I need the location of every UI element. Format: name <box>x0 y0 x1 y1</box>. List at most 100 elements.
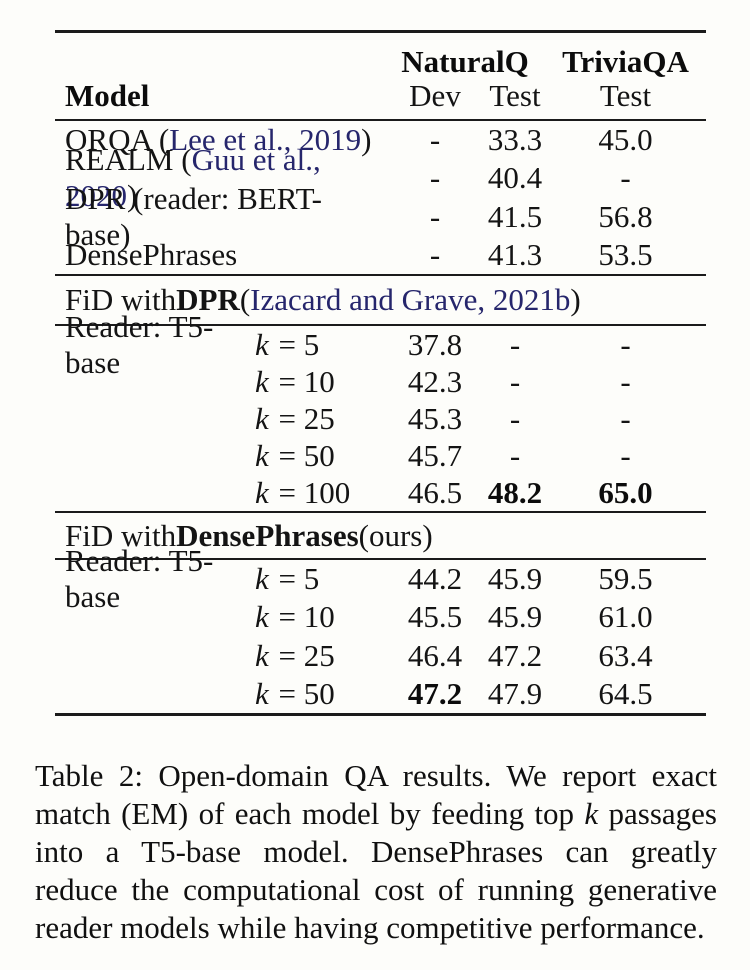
cell-dev: 42.3 <box>407 363 463 399</box>
k-value: 100 <box>303 474 351 510</box>
model-cell: REALM (Guu et al., 2020) <box>55 142 385 214</box>
equals-sign: = <box>278 675 296 711</box>
equals-sign: = <box>278 561 296 597</box>
section-title-text: ( <box>239 282 251 317</box>
equals-sign: = <box>278 637 296 673</box>
caption-k-symbol: k <box>584 796 599 831</box>
k-setting: k = 10 <box>255 364 385 400</box>
section-header-fid-densephrases: FiD with DensePhrases (ours) <box>55 513 706 558</box>
cell-test-triviaqa: 45.0 <box>598 122 653 158</box>
k-setting: k = 50 <box>255 676 385 712</box>
model-name-suffix: ) <box>361 122 372 158</box>
cell-test-naturalq: 41.3 <box>487 236 543 272</box>
cell-test-naturalq: - <box>509 363 521 399</box>
k-setting: k = 100 <box>255 475 385 511</box>
table-header-datasets: NaturalQ TriviaQA <box>55 33 706 81</box>
header-test-naturalq: Test <box>489 78 541 113</box>
k-symbol: k <box>255 437 269 473</box>
section-title-text: (ours) <box>358 517 433 553</box>
baselines-block: ORQA (Lee et al., 2019) - 33.3 45.0 REAL… <box>55 121 706 274</box>
k-value: 50 <box>303 675 335 711</box>
equals-sign: = <box>278 400 296 436</box>
fid-dpr-block: Reader: T5-base k = 5 37.8 - - k = 10 42… <box>55 309 706 511</box>
model-name-suffix: ) <box>127 178 138 214</box>
cell-dev: - <box>429 160 441 196</box>
cell-dev: 45.3 <box>407 400 463 436</box>
cell-test-triviaqa: 56.8 <box>598 198 653 234</box>
table-rule <box>55 558 706 560</box>
header-dev: Dev <box>409 78 461 113</box>
table-row-k100: k = 100 46.5 48.2 65.0 <box>55 474 706 511</box>
section-title-text: FiD with <box>65 282 177 317</box>
table-rule <box>55 119 706 121</box>
model-cell: DPR (reader: BERT-base) <box>55 181 385 253</box>
table-row-k25: k = 25 45.3 - - <box>55 400 706 437</box>
fid-densephrases-block: Reader: T5-base k = 5 44.2 45.9 59.5 k =… <box>55 543 706 713</box>
table-row-k50: k = 50 45.7 - - <box>55 437 706 474</box>
cell-test-naturalq: 40.4 <box>487 160 543 196</box>
cell-dev: 37.8 <box>407 326 463 362</box>
citation-link[interactable]: Lee et al., 2019 <box>169 122 362 158</box>
k-value: 5 <box>303 561 320 597</box>
table-row-densephrases: DensePhrases - 41.3 53.5 <box>55 236 706 274</box>
cell-test-triviaqa: 53.5 <box>598 236 653 272</box>
citation-link[interactable]: Guu et al., 2020 <box>65 142 321 214</box>
table-row-orqa: ORQA (Lee et al., 2019) - 33.3 45.0 <box>55 121 706 159</box>
model-cell: ORQA (Lee et al., 2019) <box>55 122 385 158</box>
table-caption: Table 2: Open-domain QA results. We repo… <box>35 757 717 947</box>
table-row-k10: k = 10 45.5 45.9 61.0 <box>55 598 706 636</box>
cell-test-naturalq: 45.9 <box>487 561 543 597</box>
cell-dev: 45.5 <box>407 599 463 635</box>
table-row-k10: k = 10 42.3 - - <box>55 363 706 400</box>
cell-test-triviaqa: - <box>620 400 631 436</box>
section-header-fid-dpr: FiD with DPR (Izacard and Grave, 2021b) <box>55 276 706 324</box>
model-name: REALM ( <box>65 142 192 178</box>
cell-test-triviaqa-best: 65.0 <box>598 474 653 510</box>
caption-text: passages into a T5-base model. DensePhra… <box>35 796 717 945</box>
k-symbol: k <box>255 400 269 436</box>
table-row-k5: Reader: T5-base k = 5 37.8 - - <box>55 309 706 380</box>
model-cell: DensePhrases <box>55 237 385 273</box>
table-bottom-rule <box>55 713 706 716</box>
equals-sign: = <box>278 599 296 635</box>
cell-test-naturalq: 33.3 <box>487 122 543 158</box>
section-title-model: DensePhrases <box>176 517 359 553</box>
equals-sign: = <box>278 326 296 362</box>
cell-dev: 46.5 <box>407 474 463 510</box>
header-model: Model <box>65 78 150 113</box>
cell-test-triviaqa: 64.5 <box>598 675 653 711</box>
k-setting: k = 5 <box>255 327 385 363</box>
table-row-k5: Reader: T5-base k = 5 44.2 45.9 59.5 <box>55 543 706 614</box>
cell-test-naturalq: - <box>509 400 521 436</box>
cell-test-naturalq: 41.5 <box>487 198 543 234</box>
table-rule <box>55 324 706 326</box>
k-symbol: k <box>255 675 269 711</box>
k-value: 25 <box>303 637 335 673</box>
k-setting: k = 25 <box>255 638 385 674</box>
table-row-realm: REALM (Guu et al., 2020) - 40.4 - <box>55 142 706 213</box>
k-setting: k = 5 <box>255 561 385 597</box>
model-name: DPR (reader: BERT-base) <box>65 180 323 252</box>
cell-test-naturalq: - <box>509 437 521 473</box>
k-symbol: k <box>255 561 269 597</box>
cell-test-naturalq: 45.9 <box>487 599 543 635</box>
table-row-k25: k = 25 46.4 47.2 63.4 <box>55 637 706 675</box>
k-setting: k = 10 <box>255 599 385 635</box>
cell-test-triviaqa: - <box>620 363 631 399</box>
cell-test-triviaqa: 63.4 <box>598 637 653 673</box>
model-name: ORQA ( <box>65 122 170 158</box>
cell-test-triviaqa: 59.5 <box>598 561 653 597</box>
section-title-text: ) <box>570 282 581 317</box>
k-value: 50 <box>303 437 335 473</box>
cell-test-triviaqa: - <box>620 326 631 362</box>
table-row-dpr: DPR (reader: BERT-base) - 41.5 56.8 <box>55 181 706 252</box>
equals-sign: = <box>278 363 296 399</box>
k-value: 25 <box>303 400 335 436</box>
caption-text: Table 2: Open-domain QA results. We repo… <box>35 758 717 831</box>
k-symbol: k <box>255 599 269 635</box>
cell-dev: - <box>429 236 441 272</box>
equals-sign: = <box>278 474 296 510</box>
k-value: 10 <box>303 599 335 635</box>
citation-link[interactable]: Izacard and Grave, 2021b <box>250 282 571 317</box>
